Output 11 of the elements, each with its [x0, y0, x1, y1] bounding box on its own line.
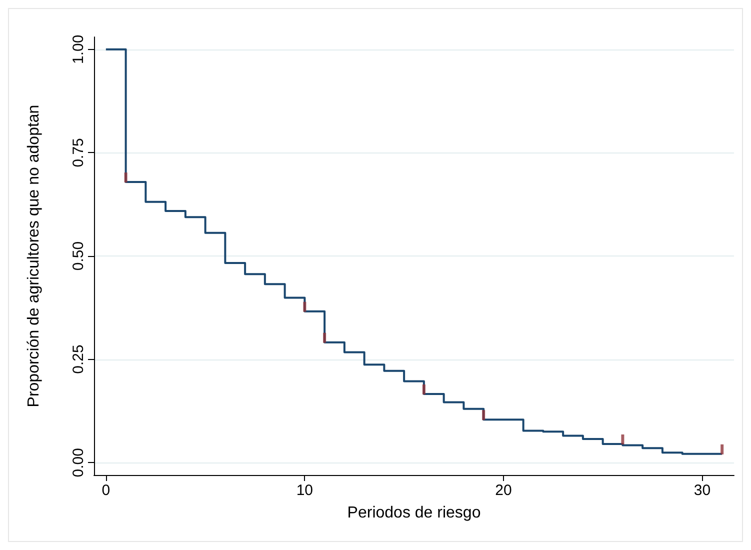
y-tick-label: 1.00	[70, 34, 87, 64]
y-tick-label: 0.50	[70, 241, 87, 271]
y-tick-label: 0.25	[70, 344, 87, 374]
x-tick-label: 0	[102, 482, 110, 499]
y-tick-label: 0.00	[70, 448, 87, 478]
x-tick-label: 20	[495, 482, 512, 499]
x-axis-title: Periodos de riesgo	[347, 504, 481, 522]
y-axis-title: Proporción de agricultores que no adoptan	[26, 104, 42, 408]
x-tick-label: 30	[694, 482, 711, 499]
y-tick-label: 0.75	[70, 138, 87, 168]
x-tick-label: 10	[296, 482, 314, 499]
